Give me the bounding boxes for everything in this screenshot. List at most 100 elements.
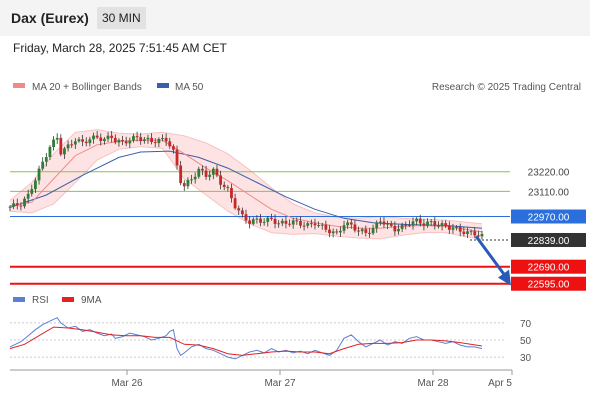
legend-label-ma50: MA 50 — [175, 82, 204, 93]
time-tick-label: Apr 5 — [488, 378, 512, 389]
candle-body — [284, 220, 288, 224]
candle-body — [393, 225, 397, 232]
candle-body — [175, 149, 179, 166]
candle-body — [440, 223, 444, 226]
candle-body — [415, 218, 419, 222]
candle-body — [59, 137, 63, 155]
level-label-box — [511, 259, 586, 274]
candle-body — [476, 235, 480, 237]
chart-credit: Research © 2025 Trading Central — [432, 82, 581, 93]
candle-body — [291, 220, 295, 225]
candle-body — [357, 230, 360, 232]
time-axis: Mar 26 Mar 27 Mar 28 Apr 5 — [10, 369, 513, 389]
candle-body — [266, 217, 270, 222]
candle-body — [455, 227, 458, 229]
candle-body — [346, 222, 350, 226]
level-label: 22690.00 — [528, 263, 570, 274]
candle-body — [164, 137, 168, 142]
candle-body — [132, 136, 135, 141]
candle-body — [117, 139, 121, 143]
candle-body — [433, 221, 437, 226]
candle-body — [26, 193, 30, 199]
level-label: 23220.00 — [528, 168, 570, 179]
candle-body — [77, 139, 81, 142]
candle-body — [240, 210, 244, 215]
level-label-box — [511, 232, 586, 247]
rsi-line — [9, 317, 483, 360]
candle-body — [262, 221, 266, 223]
legend-label-rsi-ma: 9MA — [81, 295, 102, 306]
candle-body — [208, 174, 212, 177]
candle-body — [255, 218, 259, 220]
candle-body — [84, 141, 88, 144]
candle-body — [466, 231, 469, 235]
candle-body — [92, 135, 95, 140]
candle-body — [339, 230, 342, 233]
candle-body — [270, 217, 273, 219]
candle-body — [295, 220, 299, 222]
rsi-tick-label: 30 — [520, 353, 532, 364]
rsi-legend: RSI 9MA — [13, 295, 102, 306]
candle-body — [157, 138, 161, 144]
candle-body — [331, 231, 335, 234]
legend-label-rsi: RSI — [32, 295, 49, 306]
candle-body — [371, 228, 375, 234]
legend-label-ma20: MA 20 + Bollinger Bands — [32, 82, 142, 93]
candle-body — [171, 146, 175, 150]
candle-body — [426, 221, 429, 226]
candle-body — [397, 228, 400, 232]
candle-body — [237, 208, 241, 211]
candle-body — [404, 224, 408, 226]
candle-body — [193, 176, 197, 180]
candle-body — [142, 139, 146, 142]
candle-body — [219, 175, 222, 185]
chart-datetime: Friday, March 28, 2025 7:51:45 AM CET — [13, 41, 227, 55]
candle-body — [353, 224, 357, 231]
candle-body — [222, 184, 226, 188]
candle-body — [447, 225, 451, 230]
candle-body — [12, 203, 16, 207]
level-label: 22970.00 — [528, 213, 570, 224]
candle-body — [135, 136, 139, 138]
candle-body — [280, 220, 284, 224]
candle-body — [34, 180, 37, 190]
candle-body — [110, 135, 114, 138]
time-tick-label: Mar 26 — [111, 378, 143, 389]
candle-body — [44, 157, 48, 162]
candle-body — [121, 139, 124, 142]
candle-body — [451, 228, 455, 230]
legend-swatch-rsi — [13, 297, 25, 302]
candle-body — [277, 223, 281, 225]
candle-body — [226, 187, 230, 189]
candle-body — [150, 137, 153, 143]
candle-body — [349, 222, 353, 225]
level-label-box — [511, 209, 586, 224]
candle-body — [15, 203, 19, 206]
candle-body — [19, 205, 23, 207]
candle-body — [299, 221, 302, 226]
candle-body — [273, 218, 277, 224]
candle-body — [288, 223, 291, 225]
candle-body — [139, 137, 143, 142]
candle-body — [429, 221, 433, 223]
candle-body — [259, 218, 262, 223]
timeframe-badge[interactable]: 30 MIN — [97, 7, 146, 29]
candle-body — [364, 229, 368, 233]
candle-body — [458, 227, 462, 232]
candle-body — [375, 222, 379, 229]
candle-body — [342, 225, 346, 231]
rsi-tick-label: 70 — [520, 319, 532, 330]
candle-body — [215, 168, 219, 176]
candle-body — [63, 148, 66, 155]
candle-body — [418, 218, 422, 224]
candle-body — [407, 224, 411, 226]
candle-body — [30, 189, 34, 194]
candle-body — [113, 137, 117, 143]
candle-body — [41, 161, 45, 169]
candle-body — [462, 231, 466, 235]
candle-body — [233, 198, 237, 209]
forecast-arrow — [474, 235, 507, 277]
candle-body — [128, 140, 132, 144]
